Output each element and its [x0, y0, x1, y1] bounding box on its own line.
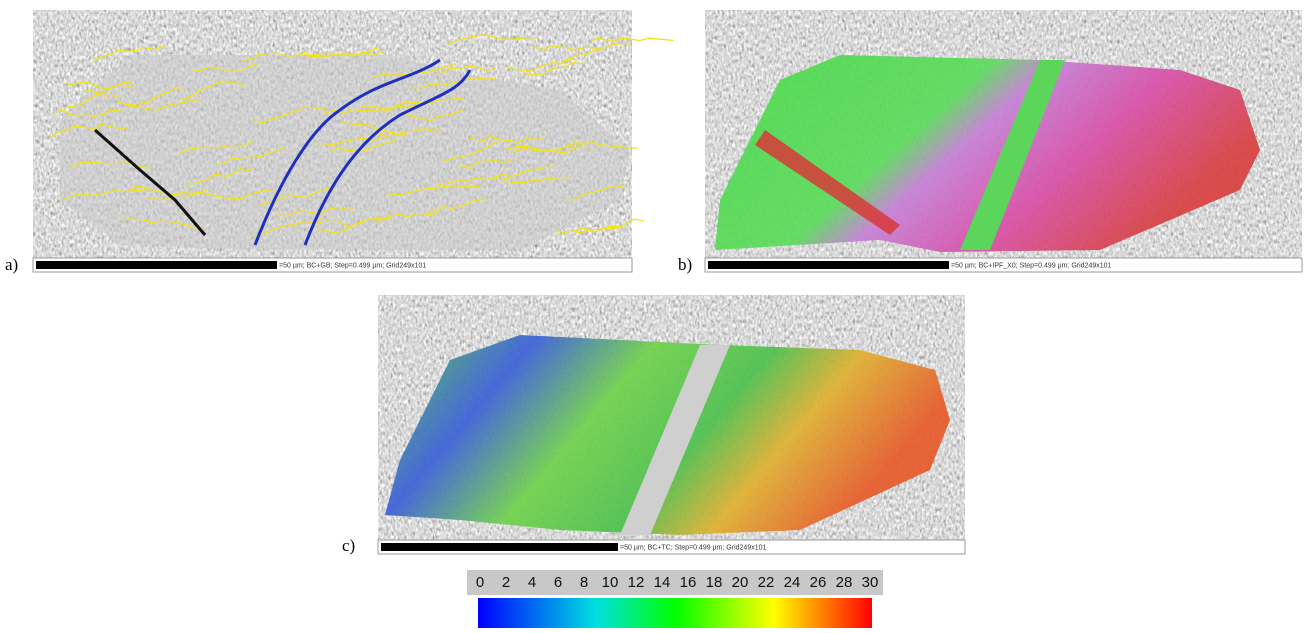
grain-boundary — [566, 184, 626, 201]
grain-boundary — [49, 123, 127, 138]
colorbar-tick-label: 30 — [862, 574, 879, 591]
grain-boundary — [93, 44, 166, 63]
grain-boundary — [437, 174, 509, 186]
grain-boundary — [494, 166, 554, 181]
colorbar-tick-label: 24 — [784, 574, 801, 591]
colorbar-tick-label: 2 — [502, 574, 510, 591]
grain-boundary — [64, 81, 134, 90]
grain-boundary — [369, 127, 441, 139]
grain-boundary — [243, 51, 308, 62]
grain-boundary — [118, 218, 205, 231]
grain-boundary — [562, 42, 632, 62]
grain-boundary — [276, 206, 355, 217]
grain-boundary — [505, 58, 577, 72]
grain-boundary — [435, 65, 497, 75]
colorbar-tick-label: 12 — [628, 574, 645, 591]
colorbar-tick-label: 16 — [680, 574, 697, 591]
panel-c: =50 µm; BC+TC; Step=0.499 µm; Grid249x10… — [342, 295, 966, 555]
grain-boundary — [574, 218, 645, 234]
panel-b: =50 µm; BC+IPF_X0; Step=0.499 µm; Grid24… — [678, 10, 1303, 274]
caption: =50 µm; BC+TC; Step=0.499 µm; Grid249x10… — [620, 544, 766, 551]
grain-boundary — [181, 80, 247, 100]
colorbar-tick-label: 18 — [706, 574, 723, 591]
colorbar-tick-label: 4 — [528, 574, 536, 591]
colorbar-tick-label: 26 — [810, 574, 827, 591]
grain-boundary — [146, 190, 207, 201]
colorbar-gradient — [478, 598, 872, 628]
grain-boundary — [505, 142, 586, 152]
grain-boundary — [340, 122, 408, 136]
grain-boundary — [312, 135, 386, 146]
boundary — [253, 58, 441, 246]
colorbar-tick-label: 10 — [602, 574, 619, 591]
colorbar-tick-label: 8 — [580, 574, 588, 591]
grain — [60, 55, 630, 250]
grain-boundary — [253, 106, 329, 124]
grain-boundary — [215, 146, 285, 165]
grain-boundary — [591, 37, 674, 42]
grain-boundary — [178, 140, 254, 154]
scale-bar — [708, 261, 949, 269]
grain-boundary — [533, 44, 599, 51]
grain-boundary — [523, 61, 586, 77]
twin — [755, 130, 900, 235]
colorbar-tick-label: 6 — [554, 574, 562, 591]
grain-boundary — [53, 109, 121, 118]
panel-a: =50 µm; BC+GB; Step=0.499 µm; Grid249x10… — [5, 10, 674, 274]
boundary — [303, 69, 472, 246]
grain-boundary — [247, 217, 322, 237]
grain-boundary — [129, 184, 208, 197]
scale-bar — [36, 261, 277, 269]
grain-boundary — [61, 92, 120, 109]
grain-boundary — [500, 177, 570, 184]
colorbar-label-box — [467, 570, 883, 595]
grain-boundary — [408, 77, 496, 89]
scale-bar — [381, 543, 618, 551]
grain-boundary — [311, 220, 366, 228]
grain-boundary — [446, 34, 539, 45]
grain-boundary — [300, 51, 383, 57]
colorbar-tick-label: 20 — [732, 574, 749, 591]
panel-label: c) — [342, 536, 355, 555]
panel-label: a) — [5, 255, 18, 274]
grain-boundary — [385, 185, 480, 196]
colorbar-tick-label: 22 — [758, 574, 775, 591]
grain-boundary — [458, 159, 513, 169]
colorbar-tick-label: 28 — [836, 574, 853, 591]
grain-boundary — [568, 140, 638, 149]
grain-boundary — [441, 140, 503, 162]
grain-boundary — [124, 98, 201, 111]
colorbar: 0 2 4 6 8 10 12 14 16 18 20 22 24 26 28 30 — [467, 570, 883, 628]
colorbar-tick-label: 0 — [476, 574, 484, 591]
crack — [94, 128, 207, 236]
grain-boundary — [192, 62, 259, 71]
panel-label: b) — [678, 255, 692, 274]
grain-boundary — [380, 97, 464, 109]
caption: =50 µm; BC+IPF_X0; Step=0.499 µm; Grid24… — [951, 262, 1112, 269]
grain-boundary — [426, 197, 486, 217]
caption: =50 µm; BC+GB; Step=0.499 µm; Grid249x10… — [279, 262, 426, 269]
grain-boundary — [59, 189, 148, 199]
grain-boundary — [203, 189, 283, 200]
grain-boundary — [469, 135, 545, 143]
grain-boundary — [555, 225, 623, 234]
band — [620, 345, 730, 535]
colorbar-tick-label: 14 — [654, 574, 671, 591]
grain-boundary — [118, 86, 185, 106]
grain-boundary — [186, 166, 253, 186]
band — [960, 60, 1065, 250]
